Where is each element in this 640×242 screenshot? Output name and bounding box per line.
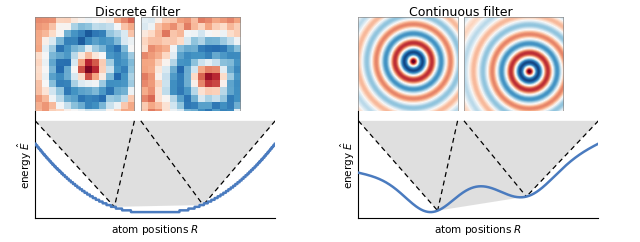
Y-axis label: energy $\hat{E}$: energy $\hat{E}$ xyxy=(339,140,357,189)
Polygon shape xyxy=(358,121,598,211)
Text: Discrete filter: Discrete filter xyxy=(95,6,180,19)
X-axis label: atom positions $R$: atom positions $R$ xyxy=(111,223,199,237)
Text: Continuous filter: Continuous filter xyxy=(409,6,513,19)
X-axis label: atom positions $R$: atom positions $R$ xyxy=(435,223,522,237)
Y-axis label: energy $\hat{E}$: energy $\hat{E}$ xyxy=(15,140,34,189)
Polygon shape xyxy=(35,121,275,207)
